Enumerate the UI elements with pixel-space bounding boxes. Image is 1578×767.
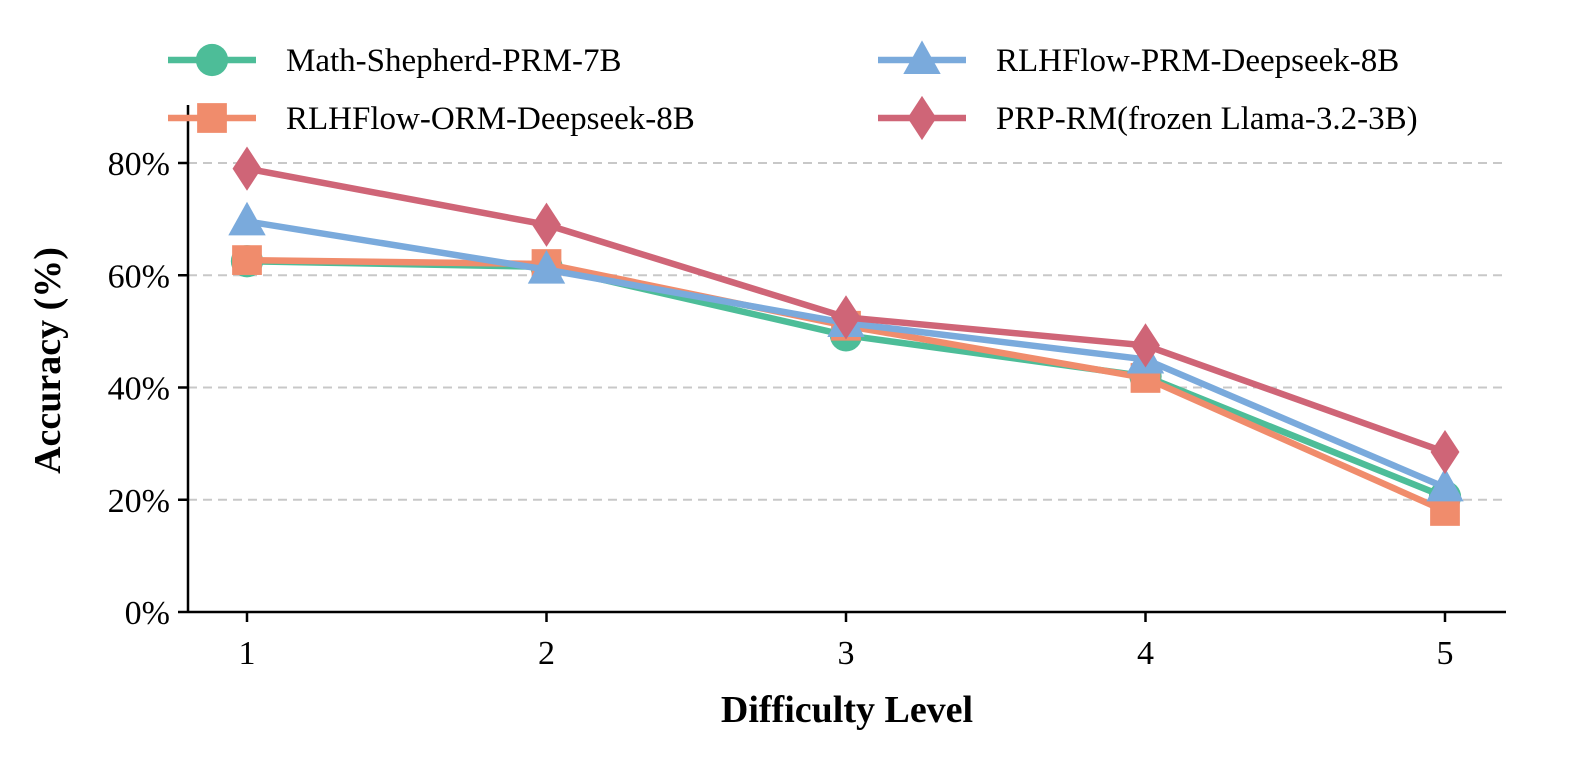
series-0 [230,245,1462,514]
legend-label-3: PRP-RM(frozen Llama-3.2-3B) [996,101,1418,137]
series-3-point-1 [532,202,561,247]
y-tick-label-4: 80% [108,146,170,183]
x-tick-label-3: 4 [1137,635,1154,672]
legend-marker-2 [903,40,941,75]
legend-entry-0: Math-Shepherd-PRM-7B [168,43,621,79]
axes: 0% 20% 40% 60% 80% 1 2 3 4 5 [108,105,1506,672]
x-tick-label-4: 5 [1437,635,1454,672]
x-tick-label-2: 3 [838,635,855,672]
y-tick-label-1: 20% [108,483,170,520]
series-3 [232,146,1460,475]
series-3-point-0 [232,146,262,191]
series-3-point-3 [1131,323,1160,368]
y-tick-label-2: 40% [108,371,170,408]
y-tick-label-3: 60% [108,258,170,295]
legend-label-1: RLHFlow-ORM-Deepseek-8B [286,101,695,137]
series-3-point-4 [1430,429,1460,475]
legend-label-0: Math-Shepherd-PRM-7B [286,43,621,79]
legend-marker-0 [195,43,229,77]
legend-marker-1 [197,103,227,133]
x-tick-label-1: 2 [538,635,555,672]
series-2-point-1 [527,250,566,284]
series-layer [228,146,1464,526]
series-2-point-0 [228,201,266,236]
y-axis-title: Accuracy (%) [27,247,69,474]
series-2 [228,201,1464,502]
series-3-point-2 [831,295,861,340]
series-2-point-4 [1426,467,1464,502]
legend-entry-2: RLHFlow-PRM-Deepseek-8B [878,40,1399,79]
series-1 [232,245,1460,526]
legend: Math-Shepherd-PRM-7B RLHFlow-ORM-Deepseek… [168,40,1418,141]
legend-entry-1: RLHFlow-ORM-Deepseek-8B [168,101,695,137]
x-tick-label-0: 1 [239,635,256,672]
gridlines [188,162,1506,501]
x-axis-title: Difficulty Level [721,689,973,731]
series-1-point-0 [232,245,262,275]
y-tick-label-0: 0% [125,595,170,632]
legend-label-2: RLHFlow-PRM-Deepseek-8B [996,43,1399,79]
legend-entry-3: PRP-RM(frozen Llama-3.2-3B) [878,95,1418,141]
legend-marker-3 [907,95,937,141]
